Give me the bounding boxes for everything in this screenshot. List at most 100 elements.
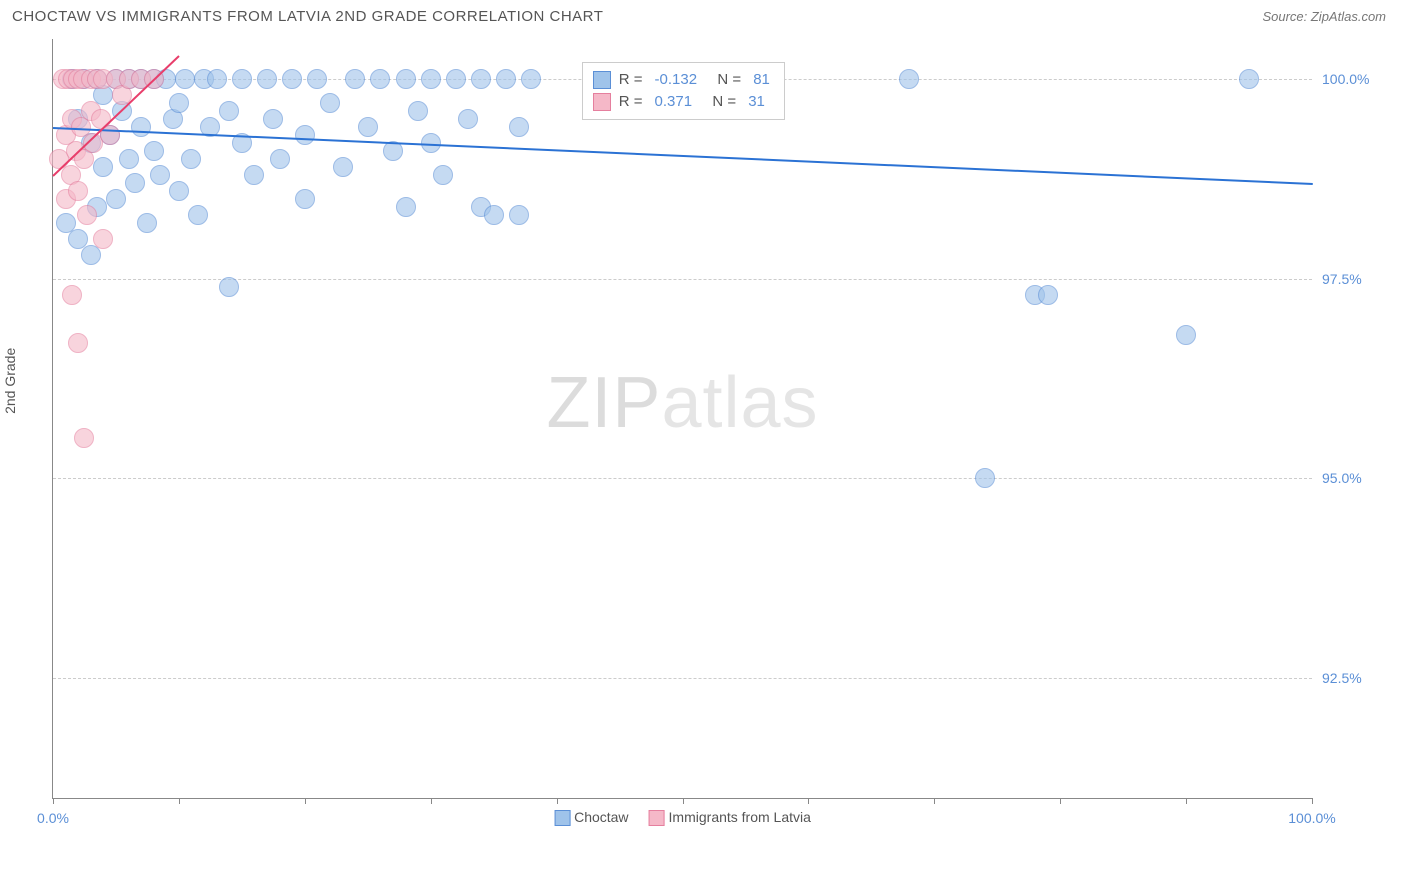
scatter-point [509,205,529,225]
scatter-point [62,285,82,305]
scatter-point [521,69,541,89]
scatter-point [484,205,504,225]
scatter-point [307,69,327,89]
scatter-point [175,69,195,89]
y-tick-label: 95.0% [1322,470,1392,486]
y-tick-label: 97.5% [1322,271,1392,287]
scatter-point [150,165,170,185]
chart-title: CHOCTAW VS IMMIGRANTS FROM LATVIA 2ND GR… [12,8,603,25]
x-tick [683,798,684,804]
scatter-point [396,197,416,217]
legend-row: R = 0.371 N = 31 [593,91,774,113]
x-tick-label: 0.0% [37,810,69,826]
scatter-point [144,141,164,161]
scatter-point [244,165,264,185]
scatter-point [119,149,139,169]
y-tick-label: 92.5% [1322,670,1392,686]
scatter-point [421,69,441,89]
x-tick [53,798,54,804]
series-legend: Choctaw Immigrants from Latvia [554,809,811,826]
scatter-point [181,149,201,169]
scatter-point [131,117,151,137]
legend-item: Choctaw [554,809,628,826]
scatter-point [263,109,283,129]
scatter-point [68,181,88,201]
legend-r-value: 0.371 [655,93,693,110]
scatter-point [257,69,277,89]
legend-n-label: N = [704,93,736,110]
scatter-point [137,213,157,233]
legend-n-value: 31 [748,93,765,110]
scatter-point [458,109,478,129]
scatter-point [295,189,315,209]
x-tick [934,798,935,804]
watermark-light: atlas [661,363,818,443]
x-tick [557,798,558,804]
x-tick [305,798,306,804]
scatter-point [975,468,995,488]
scatter-point [125,173,145,193]
legend-r-value: -0.132 [655,71,698,88]
gridline [53,279,1312,280]
legend-r-label: R = [619,71,643,88]
scatter-point [270,149,290,169]
scatter-point [77,205,97,225]
scatter-point [1239,69,1259,89]
x-tick [1312,798,1313,804]
scatter-point [188,205,208,225]
legend-row: R = -0.132 N = 81 [593,69,774,91]
legend-swatch [593,93,611,111]
legend-n-value: 81 [753,71,770,88]
watermark: ZIPatlas [546,362,818,444]
scatter-point [433,165,453,185]
x-tick [431,798,432,804]
x-tick [1186,798,1187,804]
scatter-point [899,69,919,89]
scatter-point [282,69,302,89]
x-tick [808,798,809,804]
chart-container: 2nd Grade ZIPatlas 92.5%95.0%97.5%100.0%… [0,29,1406,849]
gridline [53,478,1312,479]
source-label: Source: ZipAtlas.com [1262,9,1386,24]
scatter-point [81,245,101,265]
legend-r-label: R = [619,93,643,110]
scatter-point [370,69,390,89]
legend-item: Immigrants from Latvia [649,809,811,826]
scatter-point [496,69,516,89]
scatter-point [74,428,94,448]
scatter-point [232,69,252,89]
scatter-point [219,277,239,297]
scatter-point [471,69,491,89]
scatter-point [169,93,189,113]
scatter-point [320,93,340,113]
watermark-bold: ZIP [546,363,661,443]
gridline [53,678,1312,679]
scatter-point [68,333,88,353]
legend-swatch [554,810,570,826]
scatter-point [295,125,315,145]
scatter-point [207,69,227,89]
scatter-point [408,101,428,121]
scatter-point [93,157,113,177]
y-tick-label: 100.0% [1322,71,1392,87]
scatter-point [446,69,466,89]
scatter-point [358,117,378,137]
scatter-point [93,229,113,249]
plot-area: ZIPatlas 92.5%95.0%97.5%100.0%0.0%100.0%… [52,39,1312,799]
y-axis-label: 2nd Grade [2,348,18,414]
scatter-point [333,157,353,177]
legend-swatch [593,71,611,89]
legend-swatch [649,810,665,826]
trend-line [53,127,1313,185]
scatter-point [1038,285,1058,305]
scatter-point [509,117,529,137]
scatter-point [169,181,189,201]
legend-n-label: N = [709,71,741,88]
scatter-point [219,101,239,121]
scatter-point [396,69,416,89]
x-tick-label: 100.0% [1288,810,1335,826]
x-tick [1060,798,1061,804]
scatter-point [1176,325,1196,345]
scatter-point [345,69,365,89]
correlation-legend: R = -0.132 N = 81 R = 0.371 N = 31 [582,62,785,120]
